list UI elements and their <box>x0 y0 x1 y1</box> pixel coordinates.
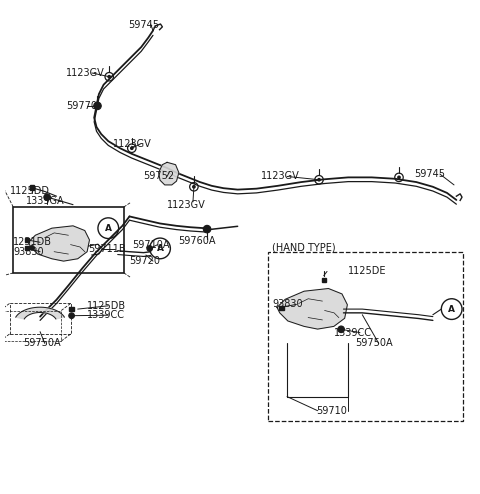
Circle shape <box>147 246 153 251</box>
Circle shape <box>397 175 401 179</box>
Text: 59770: 59770 <box>66 101 97 111</box>
Text: 1125DE: 1125DE <box>348 266 387 277</box>
Bar <box>279 306 284 310</box>
Text: 59745: 59745 <box>128 20 159 30</box>
Circle shape <box>30 246 35 250</box>
Polygon shape <box>28 226 89 261</box>
Text: 59750A: 59750A <box>24 338 61 348</box>
Circle shape <box>130 146 134 150</box>
Text: 59752: 59752 <box>144 171 175 181</box>
Text: A: A <box>448 305 455 314</box>
Bar <box>25 246 29 250</box>
Text: 1123GV: 1123GV <box>261 171 300 181</box>
Bar <box>322 278 326 282</box>
Text: 1123GV: 1123GV <box>66 68 105 78</box>
Text: 59710: 59710 <box>316 406 347 415</box>
Bar <box>13 207 124 273</box>
Bar <box>30 185 35 190</box>
Text: (HAND TYPE): (HAND TYPE) <box>272 243 336 252</box>
Circle shape <box>69 313 74 319</box>
Bar <box>268 252 464 421</box>
Text: 1125DD: 1125DD <box>10 186 49 196</box>
Circle shape <box>192 185 196 189</box>
Text: 1339GA: 1339GA <box>26 196 65 206</box>
Text: 93830: 93830 <box>272 299 302 309</box>
Text: 59750A: 59750A <box>355 338 393 348</box>
Bar <box>70 307 74 311</box>
Text: 1125DB: 1125DB <box>87 301 126 311</box>
Text: 1123GV: 1123GV <box>113 138 152 149</box>
Text: 59711B: 59711B <box>88 245 126 254</box>
Text: 59710A: 59710A <box>132 240 169 249</box>
Text: 59745: 59745 <box>414 169 445 179</box>
Polygon shape <box>16 307 64 319</box>
Bar <box>25 238 29 242</box>
Circle shape <box>338 326 345 332</box>
Polygon shape <box>158 163 179 185</box>
Text: 1123GV: 1123GV <box>167 200 206 209</box>
Text: 1339CC: 1339CC <box>334 328 372 337</box>
Circle shape <box>204 225 211 233</box>
Circle shape <box>108 75 111 79</box>
Text: A: A <box>105 224 112 233</box>
Circle shape <box>94 102 101 110</box>
Text: 59720: 59720 <box>130 256 160 266</box>
Text: 59760A: 59760A <box>178 236 216 247</box>
Circle shape <box>44 194 50 201</box>
Polygon shape <box>277 288 348 329</box>
Text: 1339CC: 1339CC <box>87 310 125 320</box>
Circle shape <box>317 178 321 182</box>
Text: 1231DB: 1231DB <box>13 237 52 247</box>
Text: 93830: 93830 <box>13 247 44 257</box>
Text: A: A <box>156 244 164 253</box>
